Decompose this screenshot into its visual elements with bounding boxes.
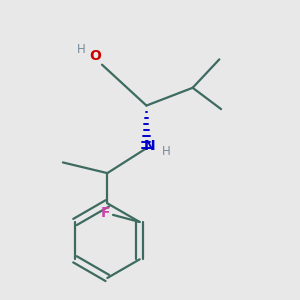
Text: H: H [77,43,86,56]
Text: N: N [144,140,156,153]
Text: F: F [100,206,110,220]
Text: O: O [89,49,101,63]
Text: H: H [162,145,170,158]
